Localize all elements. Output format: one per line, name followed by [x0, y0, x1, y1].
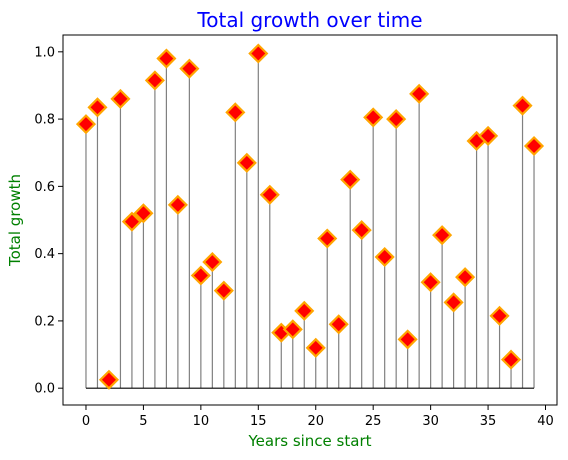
- x-axis-ticks: 0 5 10 15 20 25 30 35 40: [82, 405, 554, 429]
- data-point-marker: [179, 58, 200, 79]
- x-axis-label: Years since start: [247, 432, 371, 450]
- data-point-marker: [225, 102, 246, 123]
- data-point-marker: [397, 329, 418, 350]
- x-tick-label: 25: [365, 414, 382, 429]
- data-point-marker: [489, 305, 510, 326]
- data-point-marker: [523, 135, 545, 157]
- data-point-marker: [248, 43, 269, 64]
- data-point-marker: [386, 109, 407, 130]
- data-point-marker: [432, 225, 453, 246]
- data-point-marker: [121, 211, 142, 232]
- x-tick-label: 10: [193, 414, 210, 429]
- data-point-marker: [156, 48, 177, 69]
- x-tick-label: 5: [139, 414, 147, 429]
- data-point-marker: [236, 152, 257, 173]
- data-point-marker: [340, 169, 361, 190]
- x-tick-label: 20: [307, 414, 324, 429]
- data-point-marker: [282, 319, 303, 340]
- data-point-marker: [98, 369, 120, 390]
- y-tick-label: 0.0: [34, 382, 55, 397]
- data-point-marker: [110, 88, 131, 109]
- data-point-marker: [409, 83, 430, 104]
- data-point-marker: [87, 97, 108, 118]
- y-tick-label: 0.4: [34, 247, 55, 262]
- data-point-marker: [213, 280, 234, 301]
- data-point-marker: [167, 194, 188, 215]
- data-point-marker: [478, 125, 499, 146]
- x-tick-label: 35: [480, 414, 497, 429]
- x-tick-label: 0: [82, 414, 90, 429]
- data-point-marker: [455, 267, 476, 288]
- data-point-marker: [420, 272, 441, 293]
- data-point-marker: [374, 246, 395, 268]
- y-axis-ticks: 0.0 0.2 0.4 0.6 0.8 1.0: [34, 45, 63, 397]
- data-point-marker: [305, 337, 326, 358]
- data-point-marker: [351, 220, 372, 241]
- data-point-marker: [190, 265, 211, 286]
- y-tick-label: 1.0: [34, 45, 55, 60]
- x-tick-label: 40: [537, 414, 554, 429]
- data-point-marker: [133, 203, 154, 224]
- data-point-marker: [328, 314, 349, 335]
- data-point-marker: [443, 292, 464, 313]
- data-point-marker: [144, 70, 165, 91]
- data-point-marker: [75, 114, 97, 135]
- y-tick-label: 0.8: [34, 113, 55, 128]
- data-point-marker: [259, 184, 280, 205]
- data-point-marker: [500, 349, 522, 370]
- data-point-marker: [317, 228, 338, 249]
- data-point-marker: [512, 95, 533, 116]
- chart-title: Total growth over time: [196, 8, 422, 32]
- y-axis-label: Total growth: [6, 174, 24, 267]
- y-tick-label: 0.2: [34, 314, 55, 329]
- y-tick-label: 0.6: [34, 180, 55, 195]
- x-tick-label: 15: [250, 414, 267, 429]
- x-tick-label: 30: [422, 414, 439, 429]
- plot-area: [75, 43, 545, 390]
- axes-frame: [62, 34, 558, 406]
- data-point-marker: [363, 107, 384, 128]
- data-point-marker: [294, 300, 315, 321]
- data-point-marker: [202, 251, 223, 273]
